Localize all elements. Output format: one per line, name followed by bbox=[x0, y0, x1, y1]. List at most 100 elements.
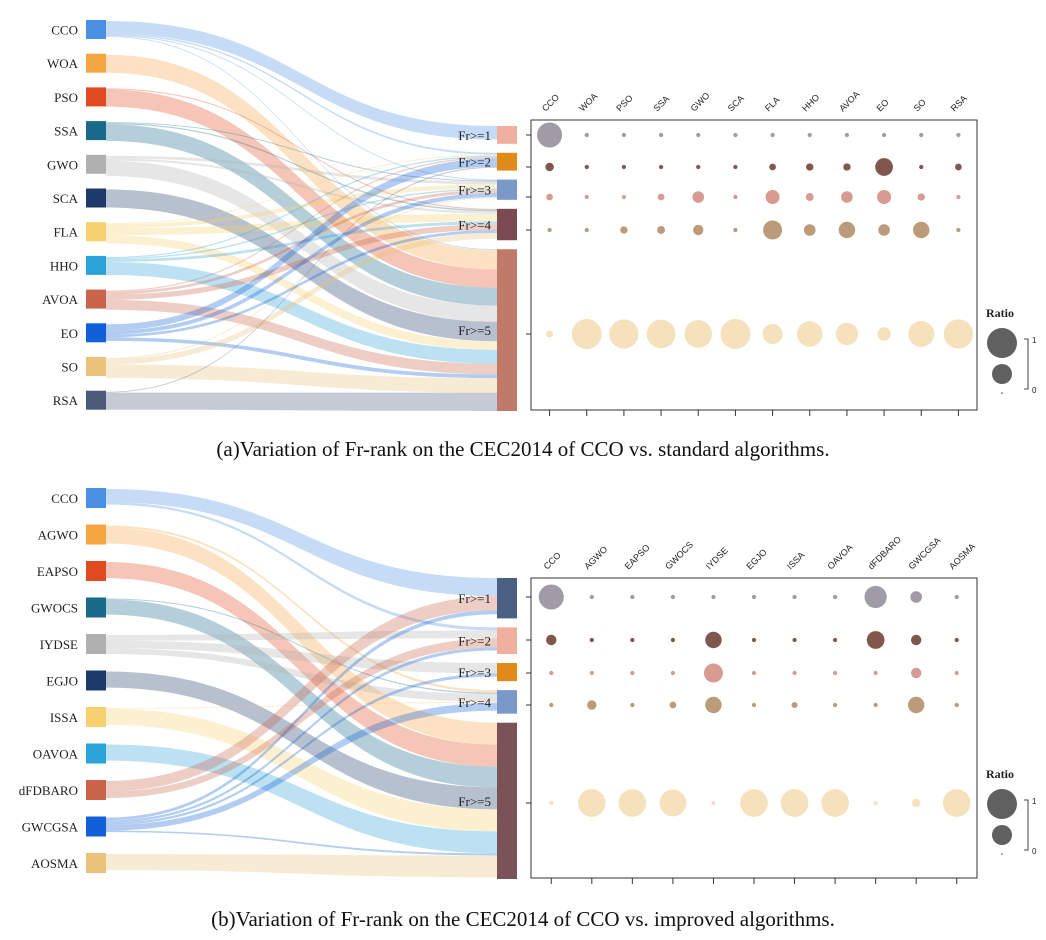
node-so bbox=[86, 357, 106, 376]
caption-b: (b)Variation of Fr-rank on the CEC2014 o… bbox=[211, 907, 835, 931]
column-label-pso: PSO bbox=[614, 93, 635, 114]
bubble-eapso-rank-1 bbox=[630, 594, 635, 600]
rank-node-5 bbox=[497, 722, 517, 879]
flow-cco-rank-5 bbox=[106, 35, 497, 251]
bubble-agwo-rank-3 bbox=[589, 670, 594, 676]
rank-label-1: Fr>=1 bbox=[458, 591, 491, 606]
column-label-dfdbaro: dFDBARO bbox=[866, 534, 903, 571]
bubble-so-rank-5 bbox=[908, 321, 935, 347]
node-ssa bbox=[86, 121, 106, 141]
bubble-agwo-rank-4 bbox=[587, 700, 597, 710]
flow-cco-rank-1 bbox=[106, 489, 497, 597]
flow-gwcgsa-rank-2 bbox=[106, 647, 497, 823]
bubble-dfdbaro-rank-5 bbox=[873, 800, 878, 806]
bubble-agwo-rank-5 bbox=[577, 789, 606, 817]
chart-b: CCO AGWO EAPSO GWOCS IYDSE EGJO ISSA OAVOA dFDBA… bbox=[19, 488, 1037, 884]
label-so: SO bbox=[61, 360, 78, 375]
flow-fla-rank-2 bbox=[106, 154, 497, 225]
bubble-ssa-rank-2 bbox=[658, 164, 664, 170]
label-oavoa: OAVOA bbox=[33, 747, 79, 762]
flow-avoa-rank-5 bbox=[106, 299, 497, 375]
bubble-eo-rank-5 bbox=[877, 327, 891, 341]
bubble-so-rank-2 bbox=[919, 164, 924, 170]
bubble-pso-rank-1 bbox=[621, 132, 627, 138]
bubble-avoa-rank-2 bbox=[843, 163, 851, 171]
chart-a: CCO WOA PSO SSA GWO SCA FLA HHO AVOA EO SO RSA Fr>=1… bbox=[42, 20, 1037, 416]
rank-node-2 bbox=[497, 152, 517, 171]
flow-fla-rank-4 bbox=[106, 213, 497, 236]
rank-label-5: Fr>=5 bbox=[458, 794, 491, 809]
label-avoa: AVOA bbox=[42, 292, 78, 307]
bubble-agwo-rank-2 bbox=[589, 637, 594, 643]
bubble-issa-rank-2 bbox=[792, 637, 797, 643]
node-fla bbox=[86, 222, 106, 242]
flow-egjo-rank-5 bbox=[106, 671, 497, 810]
flow-oavoa-rank-5 bbox=[106, 744, 497, 854]
bubble-avoa-rank-1 bbox=[844, 132, 850, 138]
node-rsa bbox=[86, 390, 106, 410]
rank-node-4 bbox=[497, 208, 517, 241]
column-label-agwo: AGWO bbox=[582, 544, 609, 571]
bubble-egjo-rank-1 bbox=[751, 594, 757, 600]
caption-a: (a)Variation of Fr-rank on the CEC2014 o… bbox=[216, 437, 830, 461]
node-sca bbox=[86, 188, 106, 208]
flow-gwcgsa-rank-1 bbox=[106, 610, 497, 821]
bubble-hho-rank-3 bbox=[805, 193, 814, 201]
bubble-cco-rank-1 bbox=[537, 122, 563, 148]
bubble-matrix: CCO WOA PSO SSA GWO SCA FLA HHO AVOA EO SO RSA bbox=[526, 89, 978, 416]
bubble-pso-rank-2 bbox=[621, 164, 627, 170]
label-gwcgsa: GWCGSA bbox=[22, 820, 79, 835]
bubble-iydse-rank-5 bbox=[711, 800, 716, 806]
bubble-avoa-rank-4 bbox=[838, 221, 856, 239]
bubble-issa-rank-3 bbox=[792, 670, 797, 676]
bubble-eapso-rank-4 bbox=[630, 702, 635, 708]
label-pso: PSO bbox=[54, 90, 78, 105]
label-egjo: EGJO bbox=[46, 674, 78, 689]
column-label-iydse: IYDSE bbox=[704, 545, 730, 571]
flow-hho-rank-2 bbox=[106, 155, 497, 258]
bubble-ssa-rank-1 bbox=[658, 132, 664, 138]
flow-sca-rank-5 bbox=[106, 189, 497, 342]
column-label-fla: FLA bbox=[763, 95, 782, 114]
flow-ssa-rank-4 bbox=[106, 123, 497, 212]
flow-dfdbaro-rank-2 bbox=[106, 638, 497, 799]
bubble-rsa-rank-3 bbox=[956, 194, 961, 200]
bubble-rsa-rank-5 bbox=[943, 319, 974, 349]
rank-label-2: Fr>=2 bbox=[458, 634, 491, 649]
sankey-flows bbox=[106, 21, 497, 411]
bubble-gwcgsa-rank-3 bbox=[910, 667, 922, 679]
column-label-ssa: SSA bbox=[651, 94, 671, 114]
bubble-gwocs-rank-2 bbox=[670, 637, 676, 643]
bubble-woa-rank-1 bbox=[584, 132, 589, 138]
flow-issa-rank-5 bbox=[106, 708, 497, 832]
bubble-aosma-rank-5 bbox=[942, 789, 971, 817]
panel-b: CCO AGWO EAPSO GWOCS IYDSE EGJO ISSA OAVOA dFDBA… bbox=[0, 470, 1046, 940]
legend-circle-small bbox=[1001, 853, 1003, 855]
bubble-oavoa-rank-4 bbox=[832, 702, 838, 708]
flow-fla-rank-3 bbox=[106, 184, 497, 229]
flow-aosma-rank-5 bbox=[106, 854, 497, 878]
bubble-so-rank-1 bbox=[919, 132, 924, 138]
rank-node-3 bbox=[497, 179, 517, 200]
bubble-fla-rank-4 bbox=[763, 220, 783, 240]
flow-so-rank-4 bbox=[106, 232, 497, 365]
flow-hho-rank-4 bbox=[106, 221, 497, 262]
rank-node-3 bbox=[497, 663, 517, 682]
flow-cco-rank-2 bbox=[106, 502, 497, 631]
bubble-avoa-rank-3 bbox=[841, 191, 853, 203]
legend-bracket bbox=[1024, 338, 1029, 390]
flow-pso-rank-5 bbox=[106, 89, 497, 288]
flow-iydse-rank-4 bbox=[106, 648, 497, 702]
bubble-eo-rank-2 bbox=[875, 158, 893, 176]
flow-agwo-rank-5 bbox=[106, 527, 497, 745]
legend-circle-small bbox=[1001, 392, 1003, 394]
bubble-gwo-rank-3 bbox=[692, 191, 705, 203]
bubble-aosma-rank-3 bbox=[954, 670, 959, 676]
bubble-woa-rank-5 bbox=[571, 319, 602, 349]
label-issa: ISSA bbox=[50, 710, 79, 725]
bubble-avoa-rank-5 bbox=[835, 322, 859, 346]
rank-node-1 bbox=[497, 126, 517, 144]
bubble-dfdbaro-rank-2 bbox=[866, 631, 885, 649]
column-label-egjo: EGJO bbox=[744, 547, 768, 571]
bubble-oavoa-rank-1 bbox=[832, 594, 838, 600]
